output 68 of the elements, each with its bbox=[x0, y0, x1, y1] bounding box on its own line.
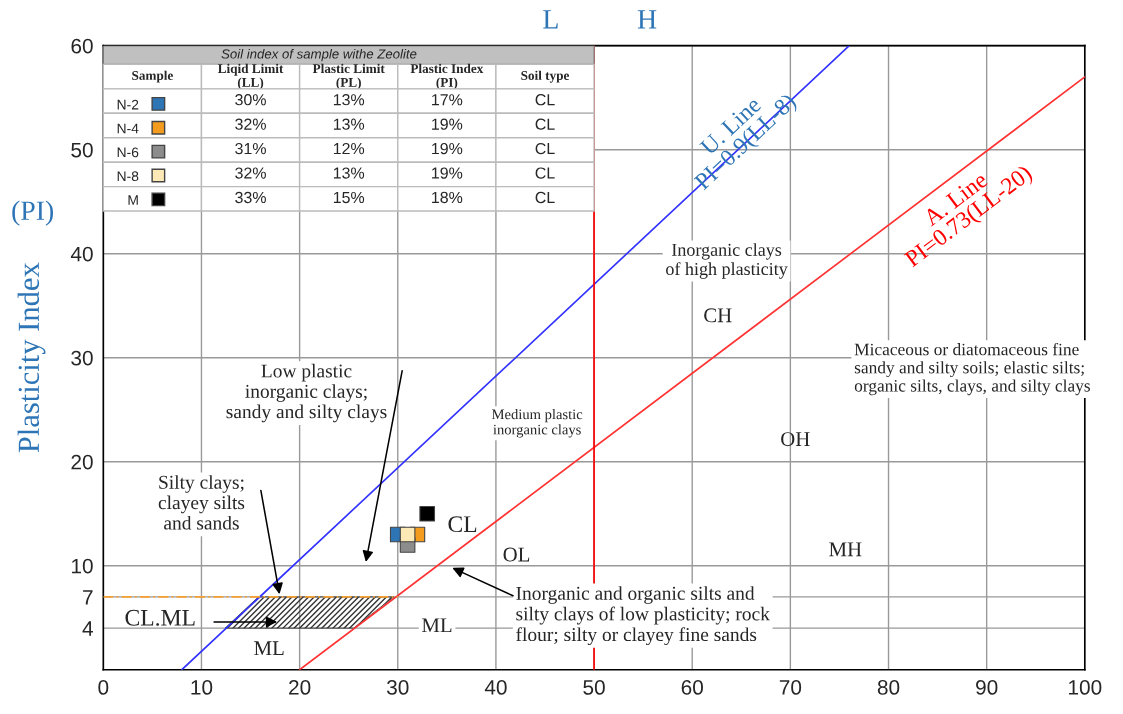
annotation: Plastic Limit (PL) bbox=[312, 63, 385, 90]
x-tick-label: 90 bbox=[976, 680, 998, 695]
legend-label: N-6 bbox=[117, 147, 139, 158]
annotation: CL bbox=[535, 167, 555, 179]
annotation: CL bbox=[535, 191, 555, 204]
annotation: CL bbox=[535, 118, 555, 130]
y-tick-label: 10 bbox=[72, 558, 93, 574]
annotation: Silty clays; clayey silts and sands bbox=[158, 475, 245, 530]
annotation: CL.ML bbox=[125, 609, 195, 626]
annotation: 32% bbox=[235, 167, 266, 179]
annotation: ML bbox=[422, 618, 452, 633]
annotation: Sample bbox=[132, 70, 173, 83]
annotation: CH bbox=[704, 308, 732, 323]
annotation: 31% bbox=[235, 142, 266, 155]
annotation: 17% bbox=[432, 94, 463, 106]
x-tick-label: 10 bbox=[191, 680, 213, 695]
annotation: 30% bbox=[235, 94, 266, 106]
annotation: Soil type bbox=[521, 70, 570, 83]
annotation: OL bbox=[503, 547, 530, 562]
annotation: 13% bbox=[333, 118, 365, 130]
annotation: OH bbox=[781, 432, 810, 447]
annotation: 19% bbox=[432, 118, 463, 130]
x-tick-label: 0 bbox=[98, 680, 109, 695]
annotation: Medium plastic inorganic clays bbox=[491, 408, 583, 438]
annotation: 19% bbox=[432, 142, 463, 155]
text: (PI) bbox=[12, 200, 54, 226]
annotation: CL bbox=[448, 516, 477, 533]
annotation: Inorganic and organic silts and silty clays of low plasticity; rock flour; silty or clayey fine sands bbox=[516, 586, 770, 646]
y-tick-label: 60 bbox=[71, 38, 93, 54]
y-tick-label: 4 bbox=[82, 621, 93, 636]
annotation: 33% bbox=[235, 191, 266, 204]
y-tick-label: 50 bbox=[71, 142, 93, 158]
x-tick-label: 80 bbox=[877, 680, 900, 695]
y-axis-title: Plasticity Index bbox=[17, 262, 46, 453]
text: L bbox=[543, 10, 558, 29]
annotation: 12% bbox=[333, 142, 365, 155]
annotation: Plastic Index (PI) bbox=[410, 63, 484, 90]
annotation: 19% bbox=[432, 167, 463, 179]
annotation: 15% bbox=[333, 191, 365, 204]
annotation: MH bbox=[829, 542, 862, 557]
legend-label: N-8 bbox=[117, 171, 139, 182]
x-tick-label: 30 bbox=[386, 680, 409, 695]
x-tick-label: 40 bbox=[484, 680, 507, 695]
text: H bbox=[637, 10, 657, 29]
x-tick-label: 100 bbox=[1069, 680, 1102, 695]
annotation: 13% bbox=[333, 94, 365, 106]
x-tick-label: 70 bbox=[779, 680, 802, 695]
annotation: Low plastic inorganic clays; sandy and silty clays bbox=[226, 363, 387, 423]
x-tick-label: 20 bbox=[289, 680, 311, 695]
annotation: Liqid Limit (LL) bbox=[217, 63, 284, 90]
y-tick-label: 30 bbox=[71, 350, 93, 366]
annotation: ML bbox=[254, 641, 284, 655]
annotation: Soil index of sample withe Zeolite bbox=[221, 48, 417, 62]
annotation: 13% bbox=[333, 167, 365, 179]
y-tick-label: 7 bbox=[83, 590, 93, 605]
annotation: CL bbox=[535, 94, 555, 106]
legend-label: N-2 bbox=[117, 99, 139, 110]
x-tick-label: 60 bbox=[681, 680, 703, 695]
annotation: Inorganic clays of high plasticity bbox=[666, 243, 788, 279]
annotation: Micaceous or diatomaceous fine sandy and silty soils; elastic silts; organic silts, clays, and silty clays bbox=[854, 342, 1090, 396]
legend-label: N-4 bbox=[117, 123, 139, 134]
annotation: CL bbox=[535, 142, 555, 155]
legend-label: M bbox=[128, 195, 138, 205]
annotation: 18% bbox=[432, 191, 463, 204]
x-tick-label: 50 bbox=[583, 680, 605, 695]
annotation: 32% bbox=[235, 118, 266, 130]
y-tick-label: 40 bbox=[70, 246, 93, 262]
y-tick-label: 20 bbox=[71, 454, 93, 470]
